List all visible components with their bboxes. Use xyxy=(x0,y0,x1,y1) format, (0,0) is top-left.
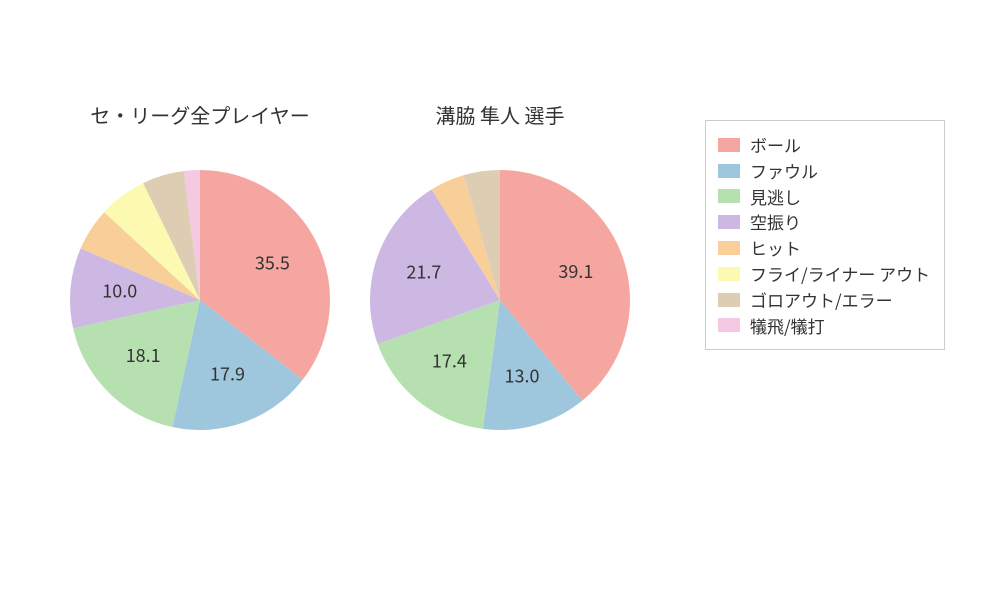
pie-label-kuburi: 10.0 xyxy=(102,277,137,303)
pie-label-kuburi: 21.7 xyxy=(406,258,441,284)
chart-title-player: 溝脇 隼人 選手 xyxy=(350,100,650,129)
pie-label-minogashi: 18.1 xyxy=(126,342,161,368)
legend-swatch xyxy=(718,215,740,229)
legend-label: ボール xyxy=(750,133,801,157)
legend-swatch xyxy=(718,267,740,281)
legend-swatch xyxy=(718,241,740,255)
pie-label-ball: 35.5 xyxy=(255,249,290,275)
legend-item-minogashi: 見逃し xyxy=(718,185,930,209)
legend-label: フライ/ライナー アウト xyxy=(750,262,930,286)
legend-swatch xyxy=(718,164,740,178)
legend-swatch xyxy=(718,189,740,203)
legend-item-fly: フライ/ライナー アウト xyxy=(718,262,930,286)
legend-swatch xyxy=(718,318,740,332)
legend-item-gida: 犠飛/犠打 xyxy=(718,314,930,338)
pie-label-ball: 39.1 xyxy=(558,258,593,284)
pie-chart-player: 39.1 13.0 17.4 21.7 xyxy=(330,130,670,470)
legend-label: 犠飛/犠打 xyxy=(750,314,825,338)
legend: ボールファウル見逃し空振りヒットフライ/ライナー アウトゴロアウト/エラー犠飛/… xyxy=(705,120,945,350)
legend-item-foul: ファウル xyxy=(718,159,930,183)
legend-item-kuburi: 空振り xyxy=(718,210,930,234)
chart-canvas: セ・リーグ全プレイヤー 35.5 17.9 18.1 10.0 溝脇 隼人 選手 39.1 1… xyxy=(0,0,1000,600)
pie-label-foul: 17.9 xyxy=(210,361,245,387)
legend-swatch xyxy=(718,293,740,307)
pie-label-foul: 13.0 xyxy=(505,362,540,388)
legend-label: ヒット xyxy=(750,236,801,260)
legend-label: ファウル xyxy=(750,159,818,183)
legend-label: 見逃し xyxy=(750,185,801,209)
chart-title-league: セ・リーグ全プレイヤー xyxy=(50,100,350,129)
legend-swatch xyxy=(718,138,740,152)
pie-label-minogashi: 17.4 xyxy=(432,348,467,374)
legend-label: ゴロアウト/エラー xyxy=(750,288,893,312)
legend-item-goro: ゴロアウト/エラー xyxy=(718,288,930,312)
legend-label: 空振り xyxy=(750,210,801,234)
pie-chart-league: 35.5 17.9 18.1 10.0 xyxy=(30,130,370,470)
legend-item-hit: ヒット xyxy=(718,236,930,260)
legend-item-ball: ボール xyxy=(718,133,930,157)
